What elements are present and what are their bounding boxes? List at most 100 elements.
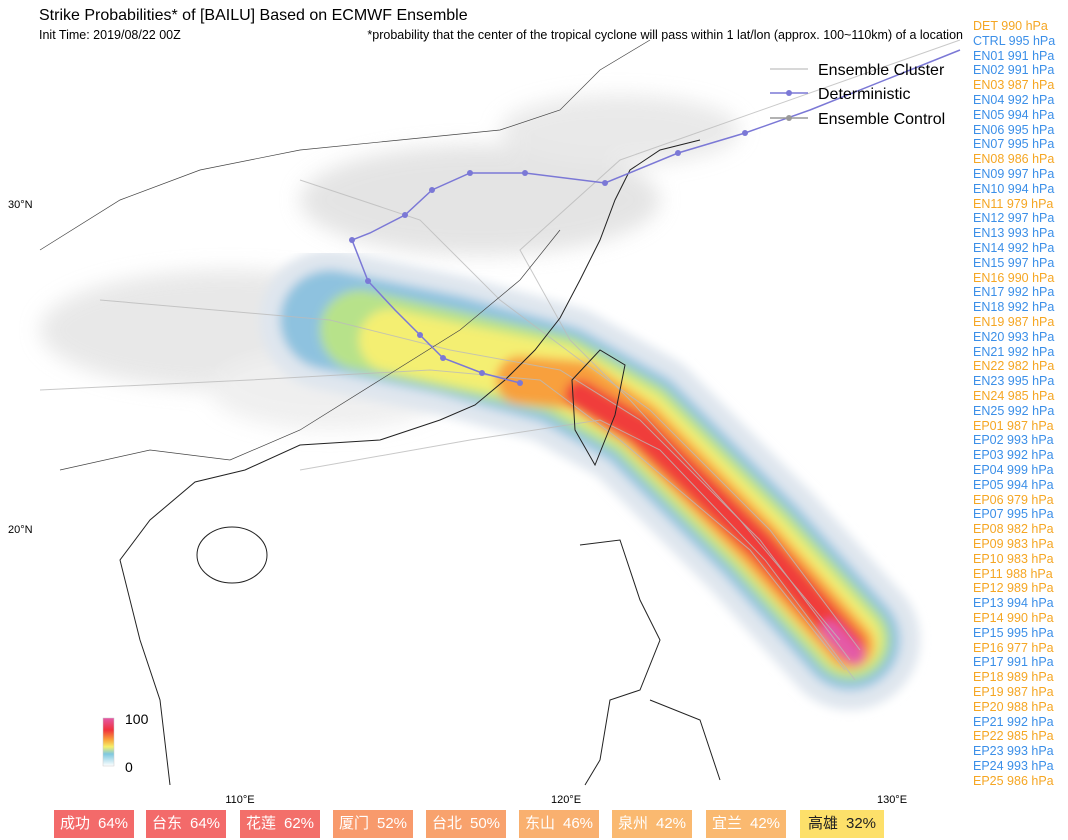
- member-pressure: EN20 993 hPa: [973, 329, 1055, 344]
- member-pressure: EP18 989 hPa: [973, 670, 1054, 685]
- member-pressure: EP04 999 hPa: [973, 463, 1054, 477]
- city-probability: 成功 64%: [54, 810, 134, 838]
- member-pressure: EP15 995 hPa: [973, 625, 1054, 640]
- member-pressure: EP12 989 hPa: [973, 581, 1054, 596]
- member-pressure: EP23 993 hPa: [973, 744, 1054, 759]
- colorbar: [102, 717, 115, 767]
- member-pressure: EN25 992 hPa: [973, 403, 1055, 418]
- member-pressure: EP10 983 hPa: [973, 551, 1054, 566]
- member-pressure: EP07 995 hPa: [973, 507, 1054, 522]
- member-pressure: EP21 992 hPa: [973, 714, 1054, 729]
- member-pressure: EN02 991 hPa: [973, 63, 1055, 78]
- city-name: 高雄: [807, 815, 838, 832]
- city-value: 62%: [283, 815, 315, 832]
- city-value: 42%: [749, 815, 781, 832]
- probability-swath: [260, 250, 920, 710]
- city-name: 花莲: [245, 815, 276, 832]
- member-pressure: EP22 985 hPa: [973, 729, 1054, 744]
- city-probability: 泉州 42%: [612, 810, 692, 838]
- city-name: 台北: [431, 815, 462, 832]
- city-name: 泉州: [617, 815, 648, 832]
- city-name: 宜兰: [711, 815, 742, 832]
- city-probability: 台东 64%: [146, 810, 226, 838]
- member-pressure: EN19 987 hPa: [973, 315, 1055, 329]
- member-pressure: EN08 986 hPa: [973, 152, 1055, 167]
- lon-label: 130°E: [877, 794, 907, 806]
- member-pressure: EP08 982 hPa: [973, 522, 1054, 537]
- member-pressure: CTRL 995 hPa: [973, 33, 1056, 48]
- member-pressure: EP19 987 hPa: [973, 685, 1054, 699]
- member-pressure: EP03 992 hPa: [973, 448, 1054, 463]
- member-pressure: EN18 992 hPa: [973, 300, 1055, 315]
- city-value: 50%: [469, 815, 501, 832]
- member-pressure: EN13 993 hPa: [973, 226, 1055, 241]
- member-pressure: EN03 987 hPa: [973, 78, 1055, 93]
- member-pressure: EN15 997 hPa: [973, 255, 1055, 270]
- legend-entry: Ensemble Control: [818, 111, 945, 128]
- coastline: [39, 39, 721, 786]
- member-pressure: EP25 986 hPa: [973, 773, 1054, 788]
- city-probability: 宜兰 42%: [706, 810, 786, 838]
- member-pressure: EP16 977 hPa: [973, 640, 1054, 655]
- lat-label: 20°N: [8, 524, 33, 536]
- ensemble-tracks: [39, 39, 961, 681]
- city-probability: 厦门 52%: [333, 810, 413, 838]
- deterministic-track: [349, 49, 961, 386]
- title: Strike Probabilities* of [BAILU] Based o…: [39, 7, 468, 24]
- legend-entry: Deterministic: [818, 86, 910, 103]
- footnote: *probability that the center of the trop…: [367, 28, 963, 42]
- legend-symbols: [770, 68, 808, 121]
- member-pressure: EN16 990 hPa: [973, 270, 1055, 285]
- lat-label: 30°N: [8, 199, 33, 211]
- city-value: 46%: [562, 815, 594, 832]
- city-probability: 花莲 62%: [240, 810, 320, 838]
- city-name: 东山: [524, 815, 555, 832]
- member-pressure: EP14 990 hPa: [973, 611, 1054, 625]
- member-pressure: EN05 994 hPa: [973, 107, 1055, 122]
- lon-label: 120°E: [551, 794, 581, 806]
- colorbar-max: 100: [125, 711, 149, 727]
- member-pressure: EP01 987 hPa: [973, 418, 1054, 433]
- member-pressure: EN24 985 hPa: [973, 389, 1055, 403]
- member-pressure: EP09 983 hPa: [973, 537, 1054, 551]
- city-name: 台东: [151, 815, 182, 832]
- member-pressure: EN04 992 hPa: [973, 93, 1055, 107]
- member-pressure: EP17 991 hPa: [973, 655, 1054, 670]
- member-pressure: EN21 992 hPa: [973, 344, 1055, 359]
- init-time: Init Time: 2019/08/22 00Z: [39, 28, 181, 42]
- city-name: 成功: [59, 815, 90, 832]
- colorbar-min: 0: [125, 759, 133, 775]
- city-value: 42%: [655, 815, 687, 832]
- member-pressure: EP11 988 hPa: [973, 566, 1053, 581]
- member-pressure: EP20 988 hPa: [973, 699, 1054, 714]
- city-value: 64%: [189, 815, 221, 832]
- member-pressure: EP02 993 hPa: [973, 433, 1054, 448]
- member-pressure: EN10 994 hPa: [973, 181, 1055, 196]
- member-pressure: EP05 994 hPa: [973, 477, 1054, 492]
- member-pressure: EP13 994 hPa: [973, 596, 1054, 611]
- member-pressure: DET 990 hPa: [973, 19, 1048, 33]
- member-pressure: EN11 979 hPa: [973, 196, 1054, 211]
- member-pressure: EN17 992 hPa: [973, 285, 1055, 300]
- member-pressure: EP24 993 hPa: [973, 759, 1054, 773]
- member-pressure: EN01 991 hPa: [973, 48, 1055, 63]
- member-pressure: EN14 992 hPa: [973, 241, 1055, 255]
- member-pressure: EN06 995 hPa: [973, 122, 1055, 137]
- city-probability: 东山 46%: [519, 810, 599, 838]
- city-name: 厦门: [338, 815, 369, 832]
- city-probability: 台北 50%: [426, 810, 506, 838]
- member-pressure: EN07 995 hPa: [973, 137, 1055, 152]
- city-probability: 高雄 32%: [800, 810, 884, 838]
- city-value: 52%: [376, 815, 408, 832]
- member-pressure: EN09 997 hPa: [973, 167, 1055, 181]
- member-pressure: EN23 995 hPa: [973, 374, 1055, 389]
- city-value: 64%: [97, 815, 129, 832]
- member-pressure: EN12 997 hPa: [973, 211, 1055, 226]
- member-pressure: EP06 979 hPa: [973, 492, 1054, 507]
- lon-label: 110°E: [225, 794, 254, 806]
- member-pressure: EN22 982 hPa: [973, 359, 1055, 374]
- city-value: 32%: [845, 815, 877, 832]
- legend-entry: Ensemble Cluster: [818, 62, 945, 79]
